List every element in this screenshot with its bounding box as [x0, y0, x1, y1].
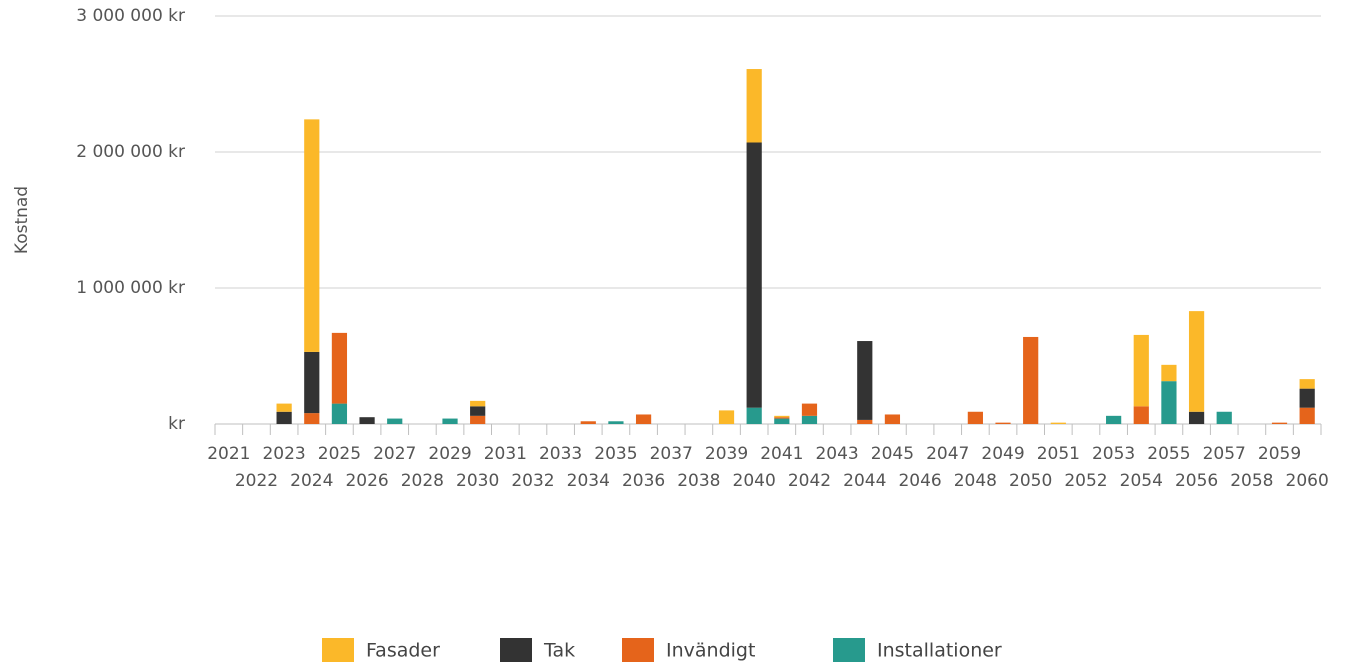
bar-segment — [276, 403, 292, 412]
bar-segment — [1188, 411, 1205, 424]
bar-segment — [1299, 407, 1315, 424]
x-tick-label: 2054 — [1120, 471, 1163, 491]
bar-segment — [304, 413, 320, 424]
bar-segment — [1299, 388, 1315, 408]
bar-segment — [774, 418, 790, 424]
bar-segment — [276, 411, 292, 424]
bar-segment — [1050, 422, 1066, 424]
legend-label: Invändigt — [666, 640, 755, 662]
legend-label: Tak — [543, 640, 575, 662]
x-tick-label: 2045 — [871, 444, 914, 464]
x-tick-label: 2021 — [207, 444, 250, 464]
x-tick-label: 2049 — [981, 444, 1024, 464]
x-tick-label: 2040 — [733, 471, 776, 491]
bar-segment — [857, 341, 873, 420]
bar-segment — [857, 419, 873, 424]
x-tick-label: 2031 — [484, 444, 527, 464]
bar-segment — [995, 422, 1011, 424]
bar-segment — [470, 406, 486, 416]
x-tick-label: 2060 — [1286, 471, 1329, 491]
bar-segment — [884, 414, 901, 424]
x-tick-label: 2056 — [1175, 471, 1218, 491]
x-tick-label: 2039 — [705, 444, 748, 464]
bar-segment — [635, 414, 652, 424]
bar-segment — [580, 421, 596, 424]
x-tick-label: 2022 — [235, 471, 278, 491]
x-tick-label: 2058 — [1230, 471, 1273, 491]
bar-segment — [774, 417, 790, 419]
x-tick-label: 2041 — [760, 444, 803, 464]
x-tick-label: 2023 — [262, 444, 305, 464]
x-tick-label: 2046 — [898, 471, 941, 491]
legend-label: Installationer — [877, 640, 1002, 662]
bar-segment — [1133, 334, 1149, 407]
bar-segment — [1161, 364, 1177, 382]
bar-segment — [304, 119, 320, 352]
bar-segment — [608, 421, 624, 424]
y-tick-label: kr — [168, 414, 185, 434]
y-tick-label: 3 000 000 kr — [76, 6, 185, 26]
x-tick-label: 2048 — [954, 471, 997, 491]
bar-segment — [331, 403, 348, 424]
bar-segment — [442, 418, 458, 424]
y-tick-label: 2 000 000 kr — [76, 142, 185, 162]
x-tick-label: 2026 — [345, 471, 388, 491]
x-tick-label: 2032 — [511, 471, 554, 491]
bar-segment — [359, 417, 375, 424]
x-tick-label: 2030 — [456, 471, 499, 491]
x-tick-label: 2027 — [373, 444, 416, 464]
x-tick-label: 2043 — [815, 444, 858, 464]
x-tick-label: 2024 — [290, 471, 333, 491]
bar-segment — [967, 411, 983, 424]
x-tick-label: 2028 — [401, 471, 444, 491]
bar-segment — [718, 410, 735, 424]
legend-swatch — [833, 638, 865, 662]
x-tick-label: 2034 — [567, 471, 610, 491]
bar-segment — [1161, 381, 1177, 424]
x-tick-label: 2033 — [539, 444, 582, 464]
x-tick-label: 2044 — [843, 471, 886, 491]
bar-segment — [746, 69, 762, 143]
x-tick-label: 2025 — [318, 444, 361, 464]
x-tick-label: 2055 — [1147, 444, 1190, 464]
bar-segment — [470, 415, 486, 424]
bar-segment — [801, 415, 818, 424]
x-tick-label: 2051 — [1037, 444, 1080, 464]
x-tick-label: 2059 — [1258, 444, 1301, 464]
legend-swatch — [622, 638, 654, 662]
x-tick-label: 2029 — [428, 444, 471, 464]
bar-segment — [331, 332, 348, 404]
bar-segment — [304, 351, 320, 414]
y-axis-label: Kostnad — [12, 186, 32, 254]
bar-segment — [1299, 379, 1315, 389]
legend-swatch — [500, 638, 532, 662]
x-tick-label: 2036 — [622, 471, 665, 491]
legend-label: Fasader — [366, 640, 440, 662]
x-tick-label: 2052 — [1064, 471, 1107, 491]
x-tick-label: 2050 — [1009, 471, 1052, 491]
bar-segment — [774, 415, 790, 418]
bar-segment — [1271, 422, 1288, 424]
legend-swatch — [322, 638, 354, 662]
bar-segment — [1133, 406, 1149, 424]
bar-segment — [746, 142, 762, 408]
bar-segment — [746, 407, 762, 424]
bar-segment — [1023, 336, 1039, 424]
bar-segment — [1188, 311, 1205, 412]
bar-segment — [387, 418, 403, 424]
x-tick-label: 2037 — [650, 444, 693, 464]
x-tick-label: 2035 — [594, 444, 637, 464]
bar-segment — [1106, 415, 1122, 424]
bar-segment — [801, 403, 818, 416]
x-tick-label: 2038 — [677, 471, 720, 491]
bar-segment — [1216, 411, 1232, 424]
x-tick-label: 2042 — [788, 471, 831, 491]
bar-segment — [470, 400, 486, 407]
y-tick-label: 1 000 000 kr — [76, 278, 185, 298]
x-tick-label: 2047 — [926, 444, 969, 464]
x-tick-label: 2053 — [1092, 444, 1135, 464]
x-tick-label: 2057 — [1203, 444, 1246, 464]
